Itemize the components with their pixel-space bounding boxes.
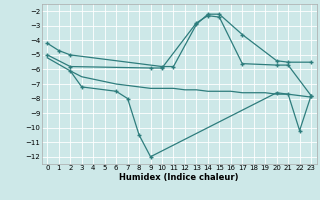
X-axis label: Humidex (Indice chaleur): Humidex (Indice chaleur): [119, 173, 239, 182]
